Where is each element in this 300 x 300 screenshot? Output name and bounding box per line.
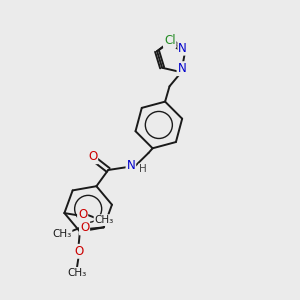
Text: O: O [80, 221, 89, 235]
Text: CH₃: CH₃ [67, 268, 87, 278]
Text: N: N [127, 159, 135, 172]
Text: O: O [78, 208, 87, 221]
Text: N: N [178, 62, 186, 75]
Text: CH₃: CH₃ [94, 215, 114, 225]
Text: CH₃: CH₃ [52, 229, 71, 239]
Text: H: H [139, 164, 146, 174]
Text: O: O [88, 150, 97, 163]
Text: N: N [178, 42, 187, 55]
Text: Cl: Cl [164, 34, 176, 47]
Text: O: O [74, 245, 83, 258]
